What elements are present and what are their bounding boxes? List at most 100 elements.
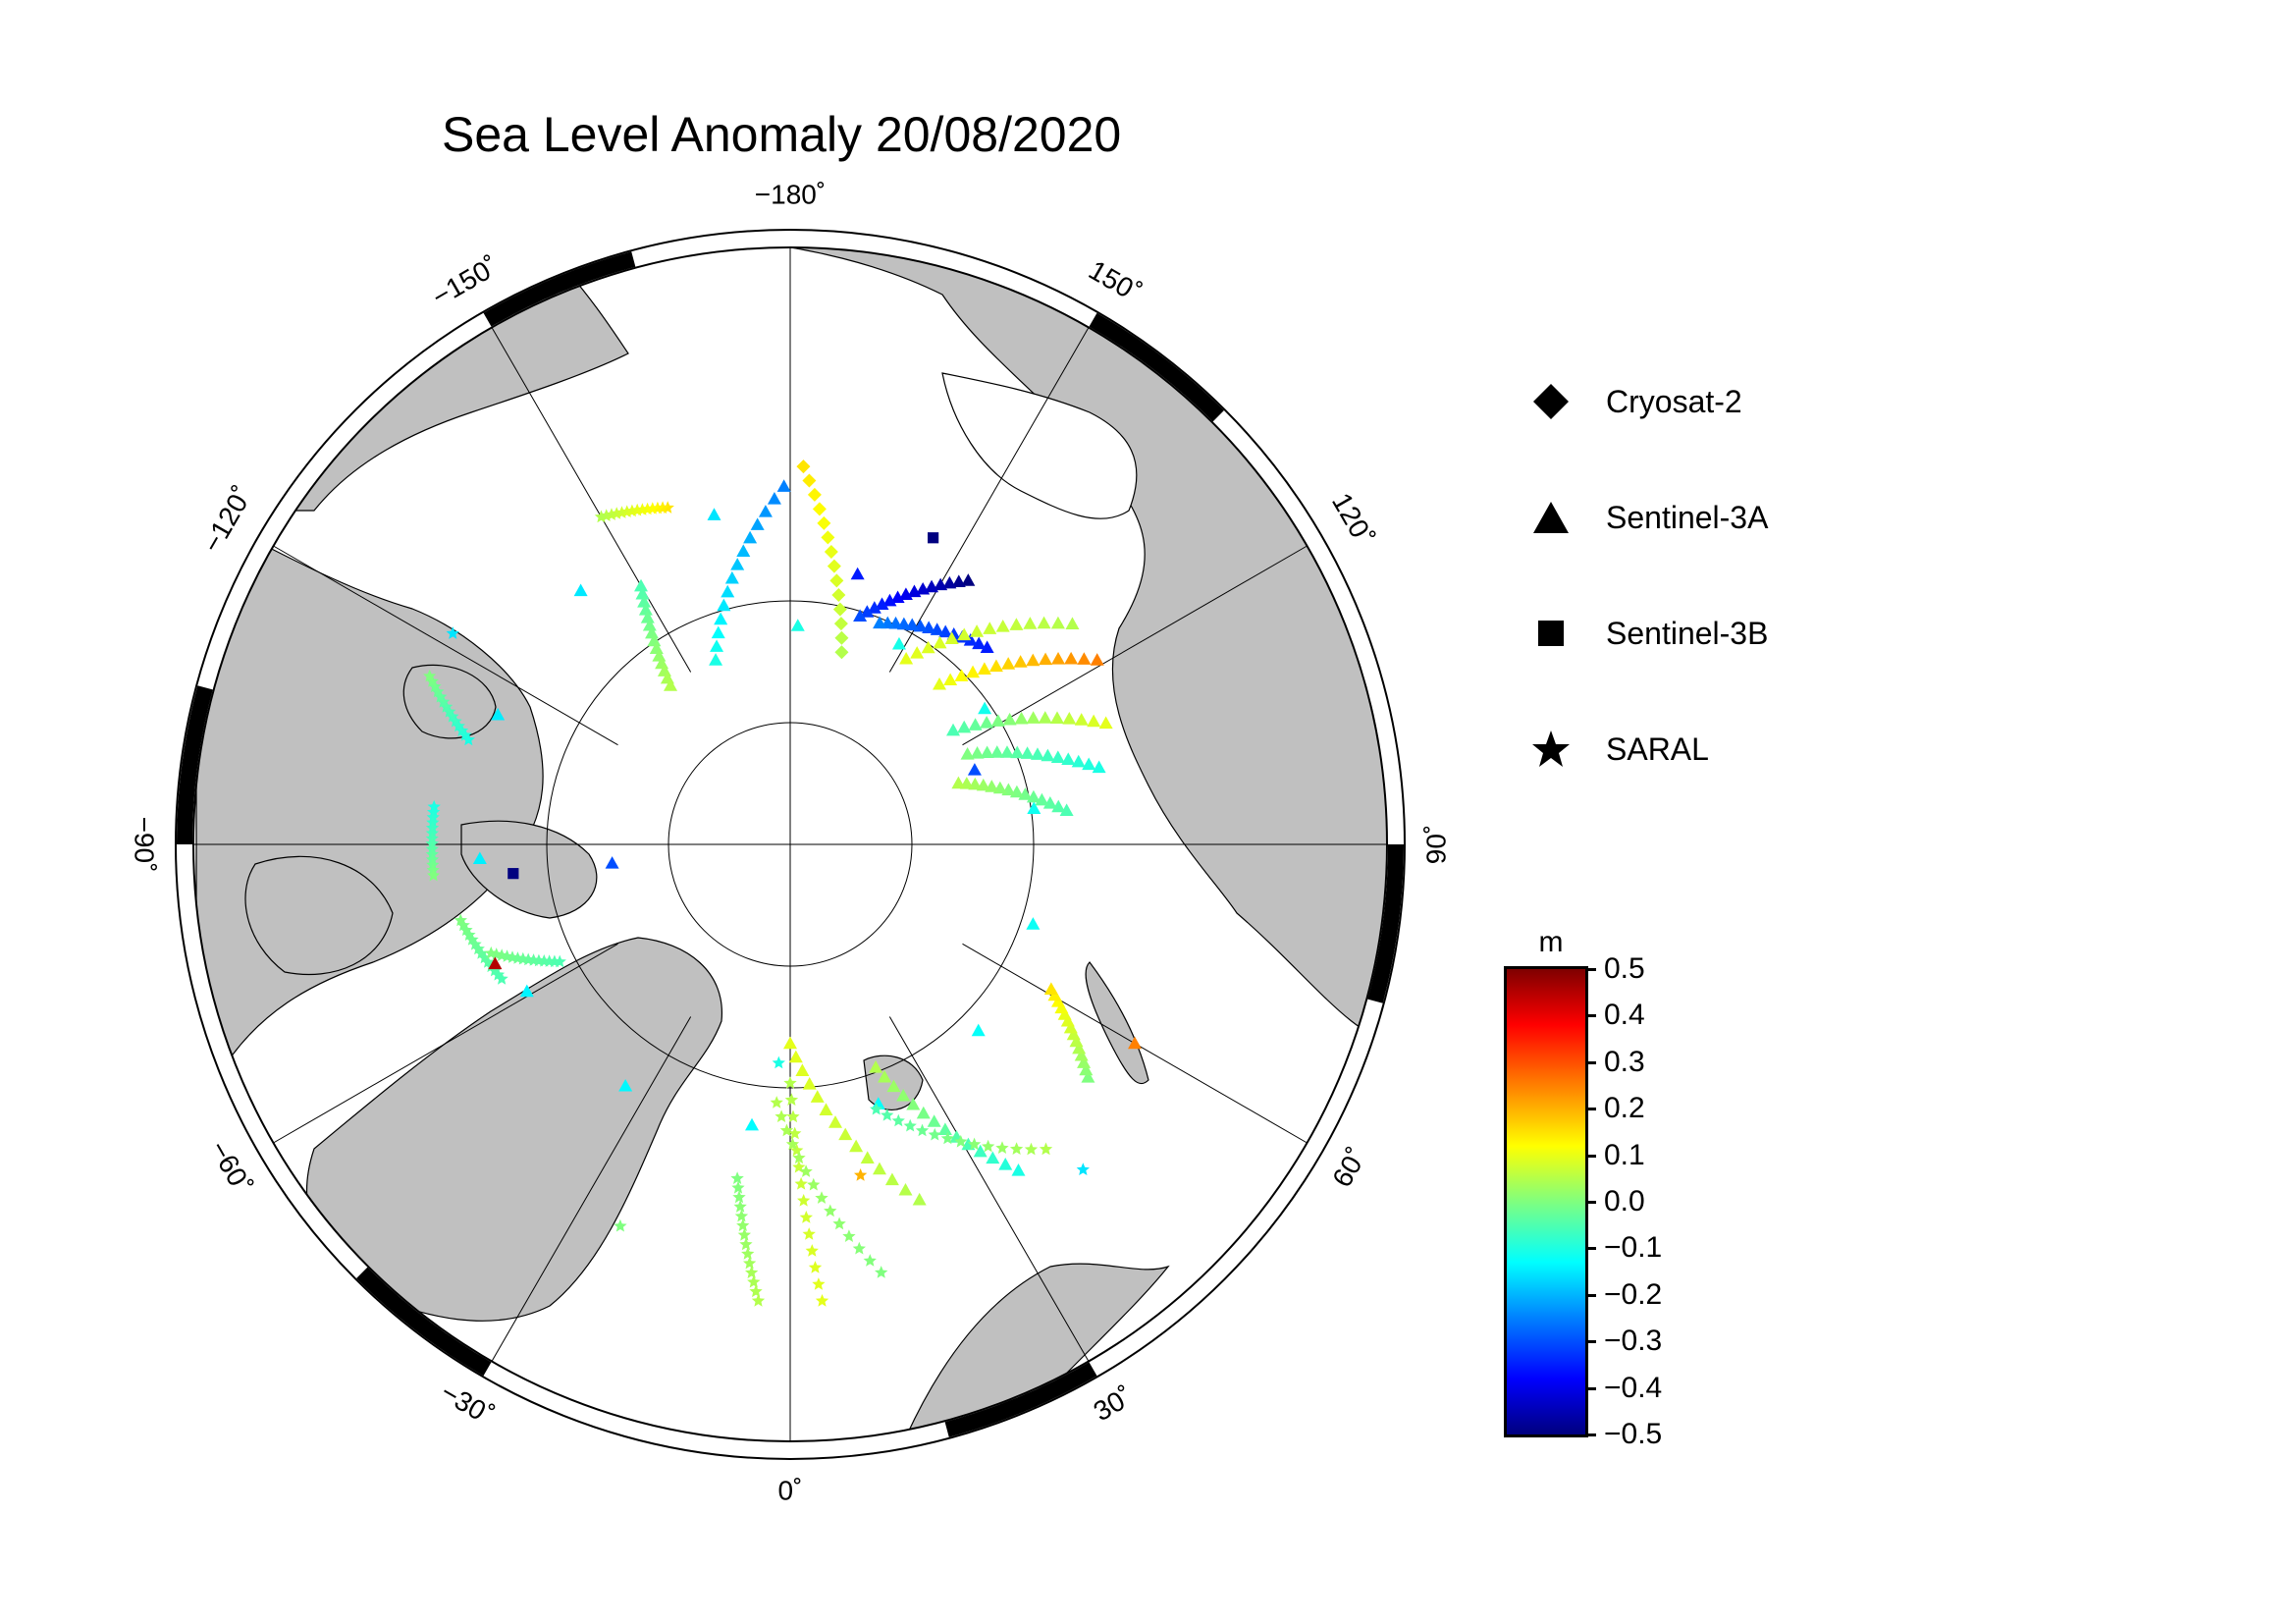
land-victoria bbox=[402, 664, 497, 739]
saral-track-point bbox=[824, 1204, 837, 1217]
sentinel-3a-track-point bbox=[1050, 711, 1065, 724]
saral-track-point bbox=[808, 1261, 823, 1273]
sentinel-3a-track-point bbox=[983, 622, 997, 634]
star-icon bbox=[1531, 730, 1571, 769]
saral-track-point bbox=[426, 868, 441, 882]
saral-track-point bbox=[954, 1134, 968, 1148]
meridian-line bbox=[491, 327, 692, 673]
saral-point bbox=[614, 1218, 627, 1232]
legend-label: Sentinel-3A bbox=[1606, 499, 1769, 535]
saral-track-point bbox=[495, 972, 508, 985]
saral-track-point bbox=[940, 1131, 954, 1145]
land-baffin bbox=[244, 855, 394, 976]
longitude-label-lon-m180: −180˚ bbox=[755, 179, 826, 209]
sentinel-3a-track-point bbox=[802, 1076, 817, 1090]
cryosat-2-track-point bbox=[817, 515, 831, 530]
frame-outer bbox=[175, 229, 1406, 1460]
colorbar-tick bbox=[1586, 1060, 1596, 1064]
saral-track-point bbox=[770, 1096, 783, 1109]
sentinel-3a-track-point bbox=[828, 1115, 843, 1128]
sentinel-3a-track-point bbox=[736, 544, 751, 557]
sentinel-3a-track-point bbox=[647, 633, 662, 647]
saral-point bbox=[772, 1055, 785, 1069]
sentinel-3a-track-point bbox=[946, 723, 961, 736]
sentinel-3a-track-point bbox=[758, 505, 773, 517]
colorbar-tick bbox=[1586, 1014, 1596, 1018]
sentinel-3a-track-point bbox=[1051, 799, 1066, 813]
longitude-label-lon-m30: −30˚ bbox=[436, 1377, 500, 1431]
sentinel-3b-point bbox=[507, 868, 519, 880]
longitude-label-lon-m150: −150˚ bbox=[427, 250, 504, 312]
meridian-line bbox=[273, 943, 618, 1144]
map-frame bbox=[175, 229, 1406, 1460]
saral-track-point bbox=[786, 1109, 800, 1123]
sentinel-3a-track-point bbox=[989, 745, 1004, 758]
sentinel-3a-track-point bbox=[635, 586, 650, 600]
saral-track-point bbox=[807, 1177, 821, 1191]
longitude-label-lon-m90: −90˚ bbox=[130, 817, 160, 873]
sentinel-3a-track-point bbox=[714, 612, 728, 625]
sentinel-3a-track-point bbox=[1071, 754, 1086, 768]
sentinel-3a-track-point bbox=[980, 640, 994, 653]
sentinel-3a-point bbox=[967, 763, 982, 776]
colorbar-tick-label: −0.2 bbox=[1604, 1277, 1663, 1311]
sentinel-3a-track-point bbox=[966, 665, 981, 678]
sentinel-3a-track-point bbox=[882, 593, 897, 607]
sentinel-3a-track-point bbox=[710, 639, 724, 652]
colorbar-tick-label: 0.0 bbox=[1604, 1185, 1645, 1217]
saral-track-point bbox=[500, 949, 514, 962]
meridian-line bbox=[888, 327, 1090, 673]
sentinel-3a-track-point bbox=[875, 597, 889, 610]
cryosat-2-track-point bbox=[831, 587, 846, 602]
meridian-line bbox=[962, 545, 1308, 746]
sentinel-3a-track-point bbox=[709, 653, 723, 666]
sentinel-3a-track-point bbox=[1051, 652, 1066, 665]
sentinel-3a-track-point bbox=[1027, 801, 1041, 815]
frame-segment bbox=[483, 251, 636, 327]
sentinel-3a-track-point bbox=[943, 673, 958, 686]
saral-track-point bbox=[802, 1227, 816, 1240]
longitude-label-lon-30: 30˚ bbox=[1089, 1380, 1139, 1427]
land-scandinavia bbox=[902, 1263, 1170, 1441]
saral-track-point bbox=[797, 1194, 811, 1207]
sentinel-3a-track-point bbox=[884, 1172, 899, 1186]
colorbar-tick-label: −0.3 bbox=[1604, 1325, 1663, 1358]
sentinel-3a-point bbox=[1128, 1036, 1143, 1050]
cryosat-2-track-point bbox=[821, 530, 835, 545]
saral-track-point bbox=[731, 1180, 745, 1194]
cryosat-2-track-point bbox=[833, 617, 848, 631]
sentinel-3a-track-point bbox=[819, 1103, 833, 1115]
meridian-line bbox=[273, 545, 618, 746]
cryosat-2-track-point bbox=[832, 602, 847, 617]
sentinel-3a-track-point bbox=[1010, 745, 1025, 759]
cryosat-2-track-point bbox=[834, 630, 849, 645]
sentinel-3a-track-point bbox=[1061, 752, 1076, 765]
sentinel-3b-point bbox=[928, 532, 939, 544]
sentinel-3a-track-point bbox=[707, 508, 721, 520]
sentinel-3a-track-point bbox=[933, 676, 947, 690]
saral-track-point bbox=[734, 1209, 749, 1222]
sentinel-3a-track-point bbox=[925, 579, 939, 593]
legend-label: SARAL bbox=[1606, 730, 1709, 767]
longitude-label-lon-150: 150˚ bbox=[1084, 254, 1147, 308]
sentinel-3a-track-point bbox=[899, 651, 914, 665]
saral-track-point bbox=[995, 1141, 1009, 1154]
colorbar bbox=[1504, 966, 1588, 1437]
frame-inner bbox=[192, 246, 1388, 1442]
sentinel-3a-track-point bbox=[783, 1036, 797, 1050]
legend-label: Cryosat-2 bbox=[1606, 383, 1742, 419]
saral-track-point bbox=[783, 1076, 797, 1089]
sentinel-3a-track-point bbox=[810, 1090, 825, 1103]
saral-track-point bbox=[788, 1126, 802, 1140]
longitude-label-lon-m120: −120˚ bbox=[196, 481, 258, 558]
land-siberia-coast bbox=[941, 372, 1138, 519]
saral-track-point bbox=[875, 1266, 888, 1278]
saral-track-point bbox=[863, 1254, 877, 1267]
saral-track-point bbox=[815, 1191, 828, 1204]
longitude-label-lon-120: 120˚ bbox=[1326, 488, 1380, 551]
colorbar-tick-label: 0.4 bbox=[1604, 999, 1645, 1032]
sentinel-3a-track-point bbox=[990, 714, 1005, 727]
sentinel-3a-track-point bbox=[891, 636, 906, 650]
land-greenland bbox=[306, 937, 722, 1322]
sentinel-3a-track-point bbox=[1087, 714, 1101, 728]
